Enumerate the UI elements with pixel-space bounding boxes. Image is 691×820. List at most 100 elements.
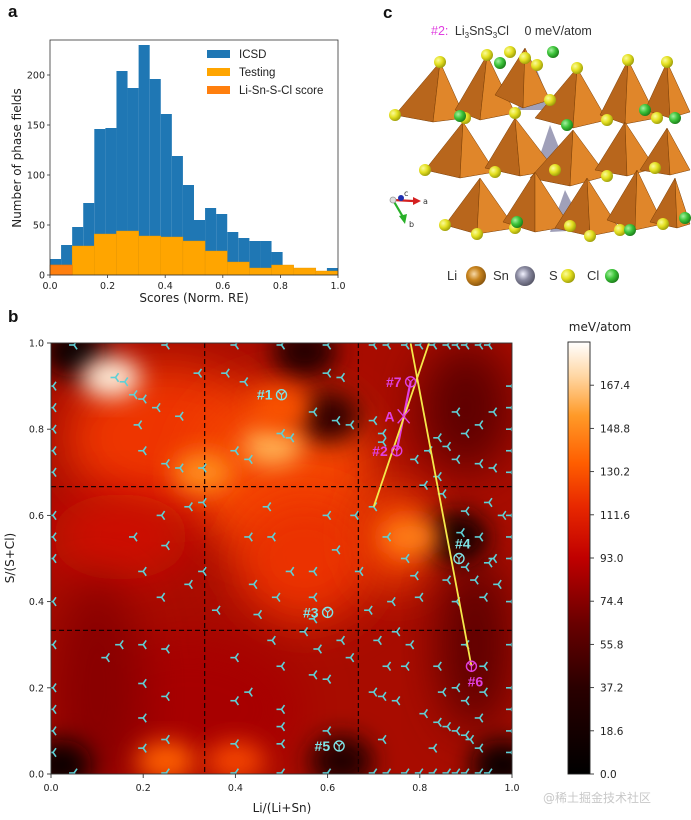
labeled-point-marker-3: [321, 606, 334, 619]
tri-arm: [313, 411, 318, 417]
tri-arm: [133, 536, 138, 542]
sample-point-124: [479, 687, 488, 697]
tri-arm: [382, 734, 387, 740]
tri-arm: [202, 467, 207, 473]
s-atom-9: [544, 94, 556, 106]
axis-b-arrowhead: [399, 214, 407, 224]
legend-label-2: Li-Sn-S-Cl score: [239, 85, 323, 97]
tri-arm: [510, 706, 512, 710]
tri-arm: [446, 575, 452, 581]
tri-arm: [460, 532, 465, 538]
sample-point-65: [451, 454, 461, 465]
tri-arm: [124, 377, 129, 383]
cl-atom-0: [494, 57, 506, 69]
marker-arm: [410, 377, 415, 383]
tri-arm: [465, 344, 470, 350]
sample-point-92: [138, 743, 147, 753]
histogram-panel-a: a 0.0 0.2 0.4 0.6 0.8 1.0 0 50 100 150 200 Scores…: [8, 2, 345, 305]
sample-point-132: [474, 743, 484, 753]
li-tetrahedron-face2-1: [479, 54, 516, 121]
tri-arm: [405, 768, 410, 774]
tri-arm: [52, 751, 57, 758]
sample-point-7: [138, 445, 147, 456]
x-tick-label: 0.6: [320, 783, 335, 794]
tri-arm: [336, 415, 341, 422]
cl-atom-6: [624, 224, 636, 236]
y-tick-label: 0.8: [29, 425, 44, 436]
tri-arm: [52, 558, 57, 564]
tri-arm: [248, 691, 253, 697]
tri-arm: [52, 536, 57, 542]
bar-icsd-19: [260, 241, 272, 275]
y-tick-label: 1.0: [29, 339, 44, 350]
cold-region-6: [295, 390, 360, 443]
cl-atom-7: [679, 212, 691, 224]
tri-arm: [510, 404, 512, 409]
sample-point-19: [336, 372, 346, 383]
tri-arm: [52, 601, 57, 607]
tri-arm: [326, 510, 332, 516]
sample-point-109: [373, 635, 382, 646]
sample-point-42: [198, 497, 207, 508]
tri-arm: [396, 627, 401, 633]
tri-arm: [234, 343, 238, 346]
s-atom-19: [564, 220, 576, 232]
bar-icsd-10: [160, 114, 172, 275]
tri-arm: [479, 536, 484, 542]
heat-region-2: [235, 493, 374, 624]
tri-arm: [133, 394, 138, 400]
tri-arm: [382, 441, 387, 447]
histogram-axes-frame: [49, 39, 339, 276]
heatmap-labeled-points: #1 #2 #3 #4 #5 #6 #7 A: [257, 374, 484, 754]
histogram-y-label: Number of phase fields: [10, 88, 24, 228]
sample-point-84: [101, 652, 110, 663]
tri-arm: [52, 471, 57, 478]
sample-point-46: [354, 566, 364, 577]
colorbar-tick-label: 37.2: [600, 683, 623, 695]
tri-arm: [386, 344, 392, 350]
tri-arm: [382, 691, 387, 697]
s-atom-8: [509, 107, 521, 119]
hot-region-6: [205, 741, 266, 774]
tri-arm: [280, 726, 286, 732]
tri-arm: [52, 450, 57, 456]
edge-point-right-0: [506, 749, 512, 756]
tri-arm: [142, 445, 147, 452]
tri-arm: [188, 579, 193, 585]
tri-arm: [52, 467, 57, 473]
tri-arm: [419, 344, 424, 350]
tri-arm: [271, 532, 276, 538]
sample-point-108: [345, 652, 355, 663]
x-tick-label: 0.0: [43, 783, 58, 794]
sample-point-48: [382, 532, 392, 542]
tri-arm: [137, 420, 143, 426]
tri-arm: [465, 433, 470, 439]
tri-arm: [456, 407, 461, 413]
marker-arm: [338, 742, 344, 747]
sample-point-94: [244, 687, 253, 697]
x-tick-label: 1.0: [330, 281, 345, 292]
tri-arm: [52, 708, 57, 715]
tri-arm: [510, 407, 512, 411]
sample-point-0: [110, 372, 120, 383]
bar-icsd-14: [205, 208, 217, 275]
sample-point-1: [119, 377, 129, 387]
sample-point-34: [267, 532, 276, 542]
colorbar-tick-label: 55.8: [600, 639, 623, 651]
tri-arm: [234, 743, 240, 749]
marker-arm: [406, 377, 412, 383]
sample-point-58: [419, 480, 429, 490]
sample-point-5: [175, 411, 184, 422]
tri-arm: [465, 343, 469, 346]
tri-arm: [442, 493, 447, 499]
s-atom-17: [439, 219, 451, 231]
cold-region-2: [470, 739, 512, 774]
tri-arm: [382, 695, 387, 702]
tri-arm: [442, 489, 447, 495]
tri-arm: [326, 343, 330, 346]
tri-arm: [280, 708, 286, 715]
tri-arm: [456, 687, 461, 693]
sample-point-73: [442, 441, 452, 452]
sample-point-49: [400, 553, 410, 564]
marker-arm: [277, 390, 282, 396]
